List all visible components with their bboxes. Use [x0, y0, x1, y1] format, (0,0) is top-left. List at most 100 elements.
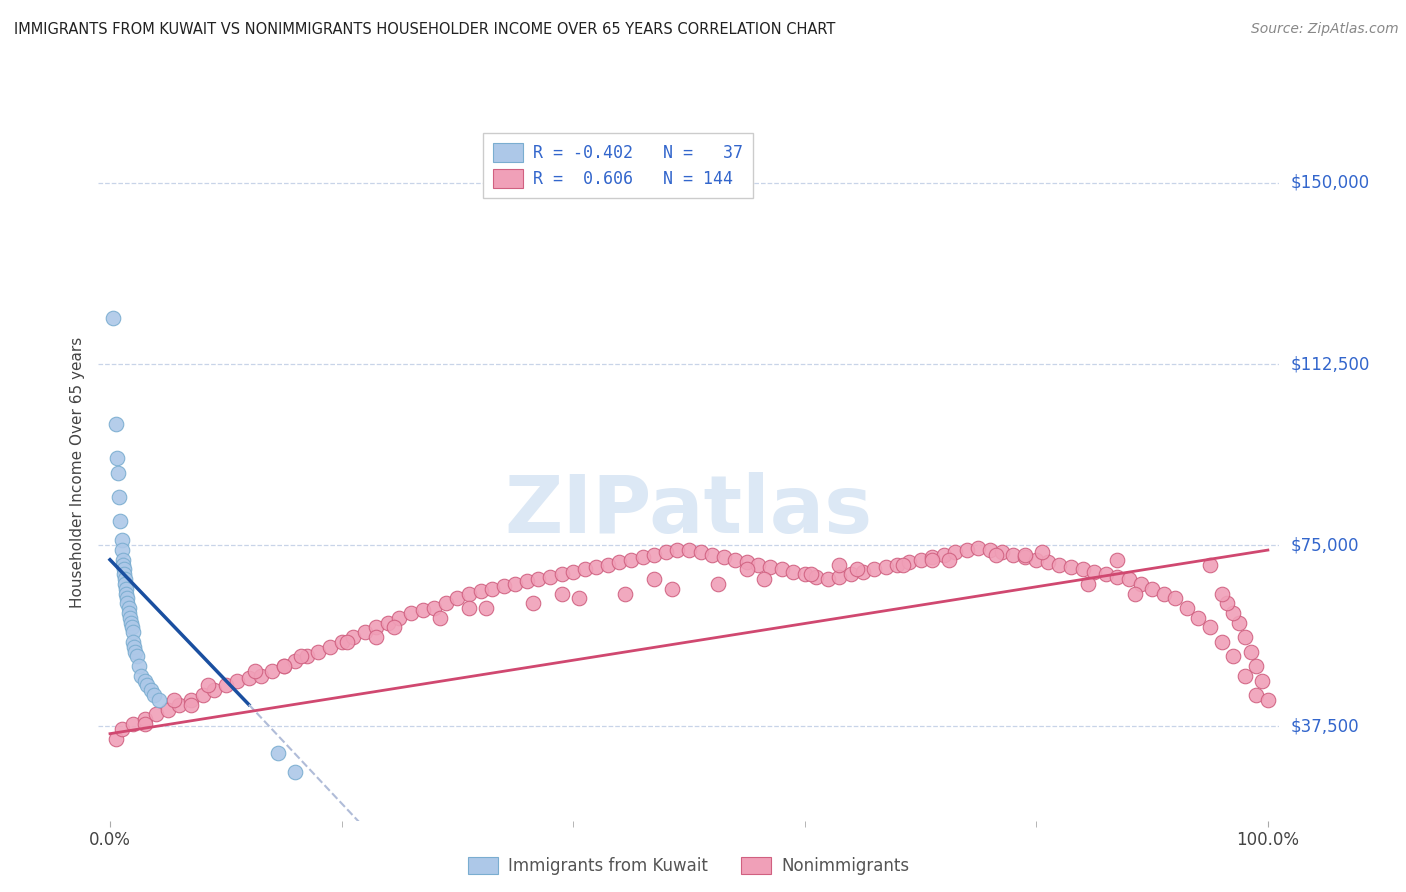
Point [114, 577, 136, 591]
Point [1049, 558, 1071, 572]
Point [492, 579, 515, 593]
Point [122, 625, 145, 640]
Point [148, 693, 170, 707]
Point [104, 417, 127, 432]
Point [262, 664, 284, 678]
Point [655, 545, 678, 559]
Point [1002, 548, 1025, 562]
Point [943, 545, 966, 559]
Point [180, 693, 202, 707]
Point [817, 572, 839, 586]
Point [585, 560, 607, 574]
Point [984, 548, 1007, 562]
Y-axis label: Householder Income Over 65 years: Householder Income Over 65 years [70, 337, 86, 608]
Point [550, 567, 572, 582]
Point [1129, 577, 1152, 591]
Point [163, 693, 186, 707]
Point [921, 550, 943, 565]
Point [353, 625, 375, 640]
Point [574, 562, 596, 576]
Point [1211, 635, 1233, 649]
Point [932, 548, 955, 562]
Point [134, 717, 156, 731]
Point [1187, 611, 1209, 625]
Point [117, 596, 139, 610]
Point [806, 569, 828, 583]
Point [666, 543, 689, 558]
Point [145, 707, 167, 722]
Point [852, 565, 875, 579]
Text: $150,000: $150,000 [1291, 174, 1369, 192]
Point [538, 569, 561, 583]
Point [1031, 545, 1053, 559]
Point [1227, 615, 1250, 630]
Point [110, 543, 132, 558]
Point [110, 722, 132, 736]
Point [295, 649, 318, 664]
Point [516, 574, 538, 589]
Point [503, 577, 526, 591]
Point [112, 562, 135, 576]
Point [990, 545, 1012, 559]
Text: IMMIGRANTS FROM KUWAIT VS NONIMMIGRANTS HOUSEHOLDER INCOME OVER 65 YEARS CORRELA: IMMIGRANTS FROM KUWAIT VS NONIMMIGRANTS … [14, 22, 835, 37]
Point [336, 635, 359, 649]
Point [1014, 550, 1036, 565]
Point [1251, 673, 1274, 688]
Point [1246, 688, 1268, 702]
Point [273, 659, 295, 673]
Point [1222, 606, 1244, 620]
Point [423, 601, 446, 615]
Point [550, 586, 572, 600]
Point [429, 611, 451, 625]
Point [366, 630, 388, 644]
Point [1014, 548, 1036, 562]
Point [117, 591, 139, 606]
Point [1140, 582, 1163, 596]
Point [891, 558, 914, 572]
Point [284, 765, 307, 780]
Point [128, 659, 150, 673]
Point [129, 669, 152, 683]
Point [1107, 569, 1129, 583]
Point [1239, 644, 1261, 658]
Point [342, 630, 364, 644]
Point [111, 558, 134, 572]
Point [1107, 552, 1129, 567]
Point [243, 664, 266, 678]
Point [1233, 630, 1256, 644]
Point [793, 567, 815, 582]
Point [143, 688, 166, 702]
Point [112, 567, 135, 582]
Point [1077, 577, 1099, 591]
Point [956, 543, 979, 558]
Point [522, 596, 544, 610]
Point [180, 698, 202, 712]
Point [1025, 552, 1047, 567]
Point [1257, 693, 1279, 707]
Point [197, 678, 219, 692]
Point [377, 615, 399, 630]
Point [107, 466, 129, 480]
Point [111, 552, 134, 567]
Point [1233, 669, 1256, 683]
Legend: Immigrants from Kuwait, Nonimmigrants: Immigrants from Kuwait, Nonimmigrants [461, 850, 917, 882]
Point [689, 545, 711, 559]
Point [661, 582, 683, 596]
Point [979, 543, 1001, 558]
Point [967, 541, 990, 555]
Point [799, 567, 821, 582]
Point [115, 586, 138, 600]
Point [700, 548, 723, 562]
Point [759, 560, 782, 574]
Text: $37,500: $37,500 [1291, 717, 1360, 735]
Point [330, 635, 353, 649]
Point [110, 514, 132, 528]
Point [238, 671, 260, 685]
Point [475, 601, 498, 615]
Point [1036, 555, 1059, 569]
Text: $75,000: $75,000 [1291, 536, 1360, 554]
Point [319, 640, 342, 654]
Point [121, 620, 143, 634]
Point [124, 644, 146, 658]
Point [1216, 596, 1239, 610]
